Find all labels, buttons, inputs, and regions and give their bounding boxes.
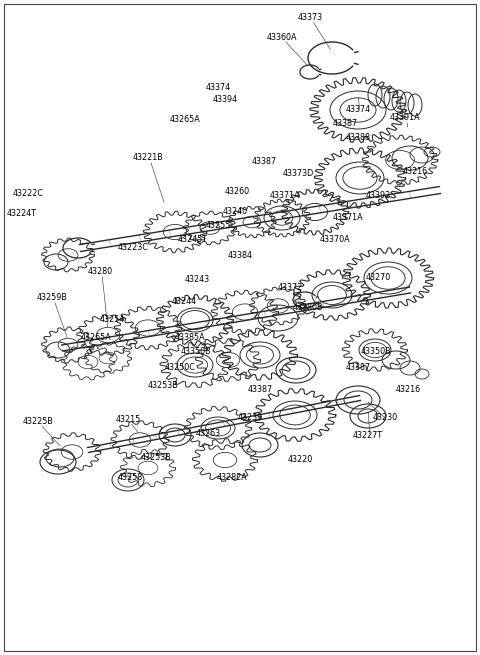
Text: 43220: 43220 bbox=[288, 455, 312, 464]
Text: 43216: 43216 bbox=[402, 168, 428, 176]
Text: 43387: 43387 bbox=[252, 157, 276, 166]
Text: 43350B: 43350B bbox=[360, 348, 391, 356]
Text: 43392: 43392 bbox=[365, 191, 391, 200]
Text: 43244: 43244 bbox=[171, 297, 197, 307]
Text: 43374: 43374 bbox=[205, 83, 230, 92]
Text: 43230: 43230 bbox=[372, 413, 397, 422]
Text: 43240: 43240 bbox=[222, 208, 248, 217]
Text: 43221B: 43221B bbox=[132, 153, 163, 162]
Text: 43374: 43374 bbox=[346, 105, 371, 115]
Text: 43227T: 43227T bbox=[353, 430, 383, 440]
Text: 43394: 43394 bbox=[213, 96, 238, 105]
Text: 43254: 43254 bbox=[99, 316, 125, 324]
Text: 43350B: 43350B bbox=[180, 348, 211, 356]
Text: 43371A: 43371A bbox=[333, 214, 363, 223]
Text: 43255: 43255 bbox=[205, 221, 231, 229]
Text: 43260: 43260 bbox=[225, 187, 250, 196]
Text: 43215: 43215 bbox=[115, 415, 141, 424]
Text: 43280: 43280 bbox=[87, 267, 113, 276]
Text: 43258: 43258 bbox=[118, 474, 143, 483]
Text: 43385A: 43385A bbox=[175, 333, 205, 343]
Text: 43387: 43387 bbox=[333, 119, 358, 128]
Text: 43239: 43239 bbox=[238, 413, 263, 422]
Text: 43380B: 43380B bbox=[293, 303, 323, 312]
Text: 43216: 43216 bbox=[396, 386, 420, 394]
Text: 43370A: 43370A bbox=[320, 236, 350, 244]
Text: 43250C: 43250C bbox=[165, 364, 195, 373]
Text: 43360A: 43360A bbox=[267, 33, 297, 43]
Text: 43371A: 43371A bbox=[270, 191, 300, 200]
Text: 43384: 43384 bbox=[228, 252, 252, 261]
Text: 43388: 43388 bbox=[346, 134, 371, 143]
Text: 43282A: 43282A bbox=[216, 474, 247, 483]
Text: 43253B: 43253B bbox=[141, 453, 171, 462]
Text: 43373: 43373 bbox=[298, 14, 323, 22]
Text: 43222C: 43222C bbox=[12, 189, 44, 198]
Text: 43372: 43372 bbox=[277, 284, 302, 293]
Text: 43259B: 43259B bbox=[36, 293, 67, 303]
Text: 43245T: 43245T bbox=[178, 236, 208, 244]
Text: 43265A: 43265A bbox=[81, 333, 111, 343]
Text: 43253B: 43253B bbox=[148, 381, 179, 390]
Text: 43270: 43270 bbox=[365, 274, 391, 282]
Text: 43373D: 43373D bbox=[282, 170, 313, 179]
Text: 43223C: 43223C bbox=[118, 244, 148, 252]
Text: 43263: 43263 bbox=[195, 430, 221, 438]
Text: 43265A: 43265A bbox=[169, 115, 200, 124]
Text: 43243: 43243 bbox=[184, 276, 210, 284]
Text: 43387: 43387 bbox=[346, 364, 371, 373]
Text: 43391A: 43391A bbox=[390, 113, 420, 122]
Text: 43225B: 43225B bbox=[23, 417, 53, 426]
Text: 43224T: 43224T bbox=[7, 210, 37, 219]
Text: 43387: 43387 bbox=[247, 386, 273, 394]
